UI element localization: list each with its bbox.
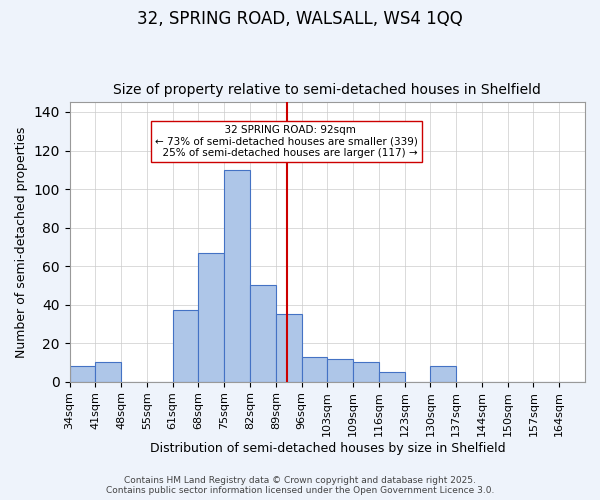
- Bar: [379, 372, 404, 382]
- Bar: [70, 366, 95, 382]
- Bar: [276, 314, 302, 382]
- Title: Size of property relative to semi-detached houses in Shelfield: Size of property relative to semi-detach…: [113, 83, 541, 97]
- Bar: [224, 170, 250, 382]
- Bar: [173, 310, 199, 382]
- X-axis label: Distribution of semi-detached houses by size in Shelfield: Distribution of semi-detached houses by …: [149, 442, 505, 455]
- Y-axis label: Number of semi-detached properties: Number of semi-detached properties: [15, 126, 28, 358]
- Text: 32, SPRING ROAD, WALSALL, WS4 1QQ: 32, SPRING ROAD, WALSALL, WS4 1QQ: [137, 10, 463, 28]
- Text: 32 SPRING ROAD: 92sqm
← 73% of semi-detached houses are smaller (339)
  25% of s: 32 SPRING ROAD: 92sqm ← 73% of semi-deta…: [155, 124, 418, 158]
- Bar: [353, 362, 379, 382]
- Bar: [95, 362, 121, 382]
- Bar: [302, 356, 328, 382]
- Bar: [250, 286, 276, 382]
- Text: Contains HM Land Registry data © Crown copyright and database right 2025.
Contai: Contains HM Land Registry data © Crown c…: [106, 476, 494, 495]
- Bar: [430, 366, 456, 382]
- Bar: [328, 358, 353, 382]
- Bar: [199, 252, 224, 382]
